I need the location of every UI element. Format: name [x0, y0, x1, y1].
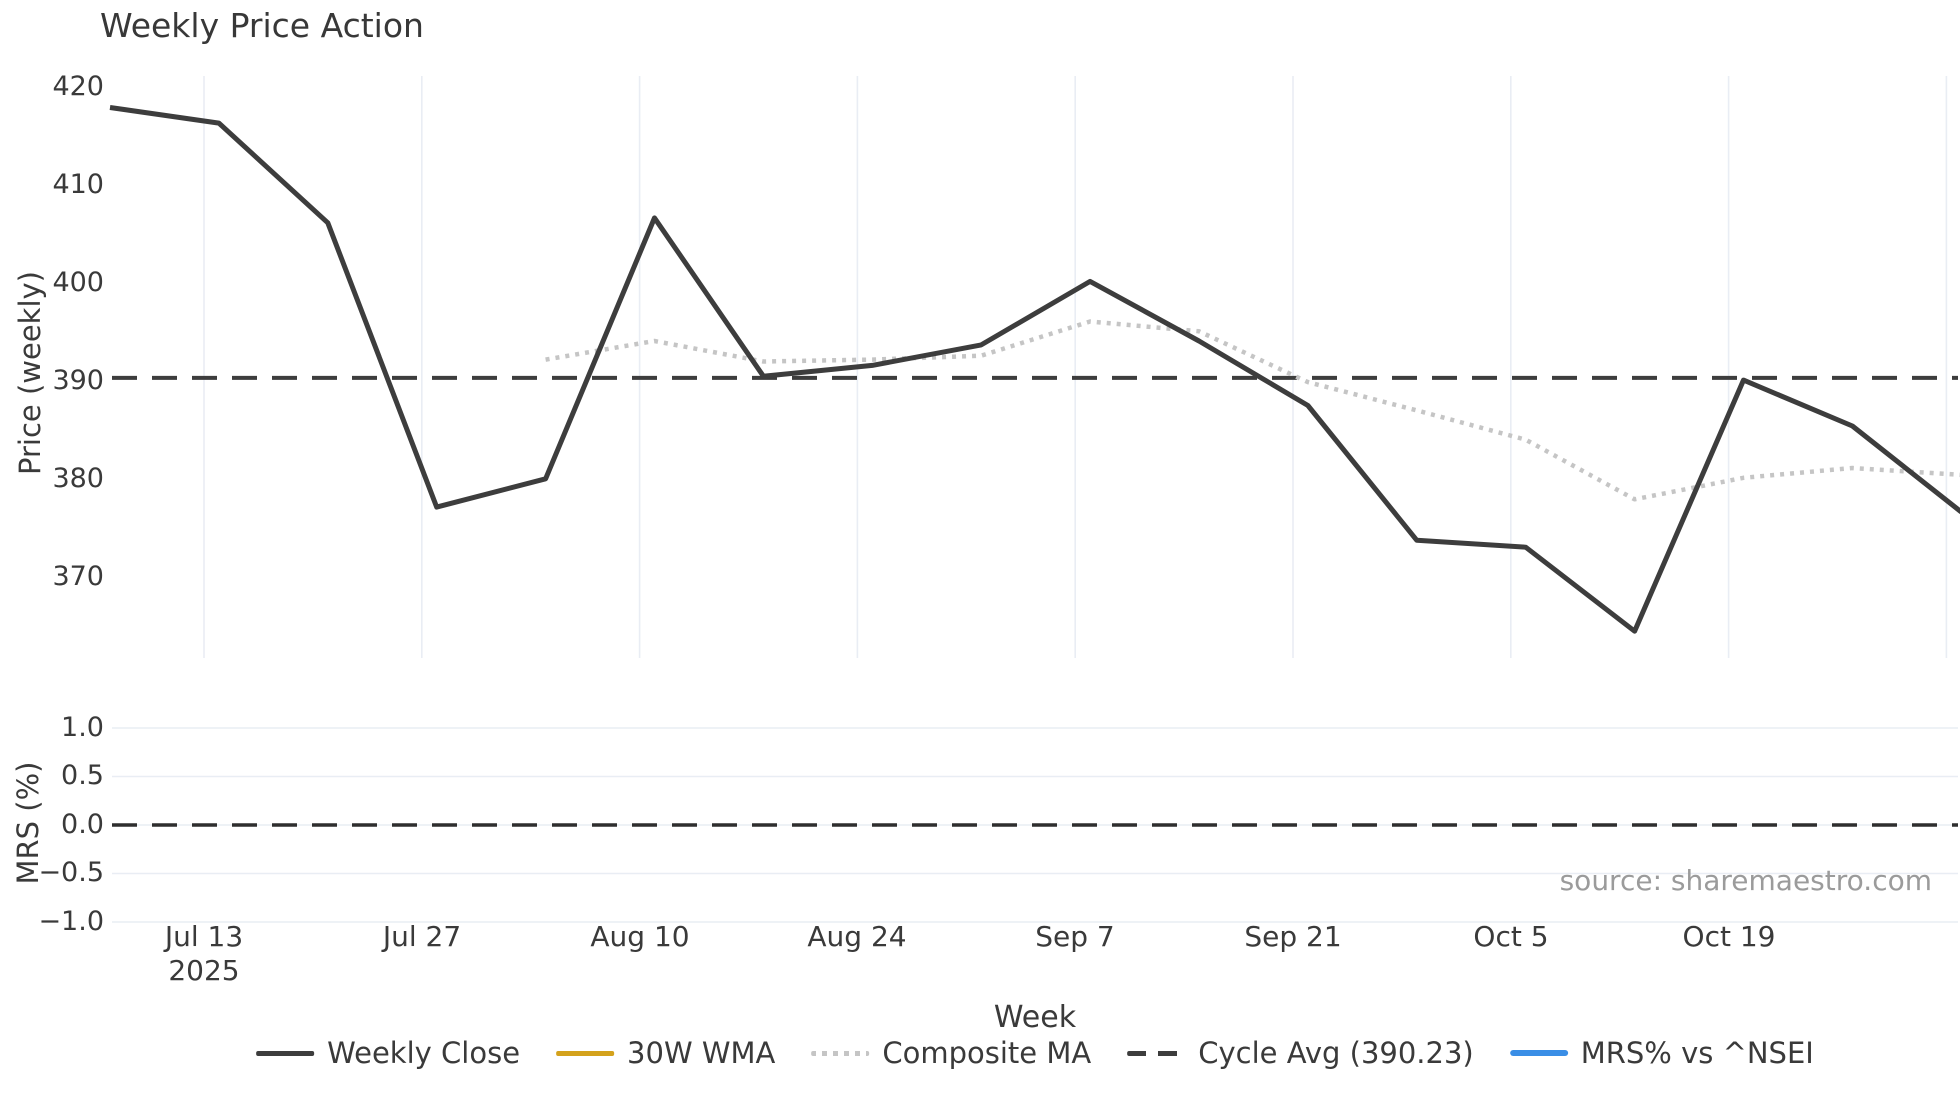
legend-item-mrs-vs-nsei: MRS% vs ^NSEI [1509, 1036, 1814, 1070]
legend-label-mrs-vs-nsei: MRS% vs ^NSEI [1580, 1036, 1814, 1070]
chart-title: Weekly Price Action [100, 6, 424, 45]
price-ytick-420: 420 [52, 71, 104, 102]
source-annotation: source: sharemaestro.com [1559, 864, 1932, 897]
legend-item-weekly-close: Weekly Close [256, 1036, 520, 1070]
xtick-sep21: Sep 21 [1244, 920, 1342, 953]
mrs-ytick-0.0: 0.0 [61, 809, 104, 840]
mrs-axis-label: MRS (%) [11, 761, 45, 885]
legend-label-weekly-close: Weekly Close [327, 1036, 521, 1070]
price-ytick-380: 380 [52, 463, 104, 494]
price-ytick-410: 410 [52, 169, 104, 200]
mrs-ytick--0.5: −0.5 [38, 857, 104, 888]
xtick-jul27: Jul 27 [382, 920, 462, 953]
xtick-oct19: Oct 19 [1682, 920, 1776, 953]
cycle-avg-line-swatch-icon [1127, 1050, 1186, 1056]
price-ytick-370: 370 [52, 561, 104, 592]
mrs-line-swatch-icon [1509, 1050, 1568, 1056]
legend: Weekly Close 30W WMA Composite MA Cycle … [256, 1036, 1814, 1070]
legend-item-30w-wma: 30W WMA [556, 1036, 775, 1070]
price-axis-label: Price (weekly) [13, 270, 47, 476]
xtick-jul13: Jul 13 2025 [165, 920, 243, 988]
xtick-oct5: Oct 5 [1473, 920, 1549, 953]
price-ytick-390: 390 [52, 365, 104, 396]
legend-item-composite-ma: Composite MA [811, 1036, 1091, 1070]
wma-line-swatch-icon [556, 1050, 615, 1056]
xtick-aug24: Aug 24 [807, 920, 907, 953]
xtick-jul13-label: Jul 13 [164, 920, 244, 953]
legend-label-30w-wma: 30W WMA [627, 1036, 776, 1070]
price-ytick-400: 400 [52, 267, 104, 298]
mrs-ytick--1.0: −1.0 [38, 906, 104, 937]
mrs-ytick-1.0: 1.0 [61, 712, 104, 743]
legend-item-cycle-avg: Cycle Avg (390.23) [1127, 1036, 1474, 1070]
composite-ma-line-swatch-icon [811, 1050, 870, 1056]
xtick-sep7: Sep 7 [1035, 920, 1115, 953]
xtick-year-label: 2025 [168, 954, 240, 987]
legend-label-cycle-avg: Cycle Avg (390.23) [1198, 1036, 1474, 1070]
legend-label-composite-ma: Composite MA [882, 1036, 1092, 1070]
weekly-close-line-swatch-icon [256, 1050, 315, 1056]
xtick-aug10: Aug 10 [590, 920, 690, 953]
mrs-ytick-0.5: 0.5 [61, 760, 104, 791]
x-axis-label: Week [993, 1000, 1077, 1035]
